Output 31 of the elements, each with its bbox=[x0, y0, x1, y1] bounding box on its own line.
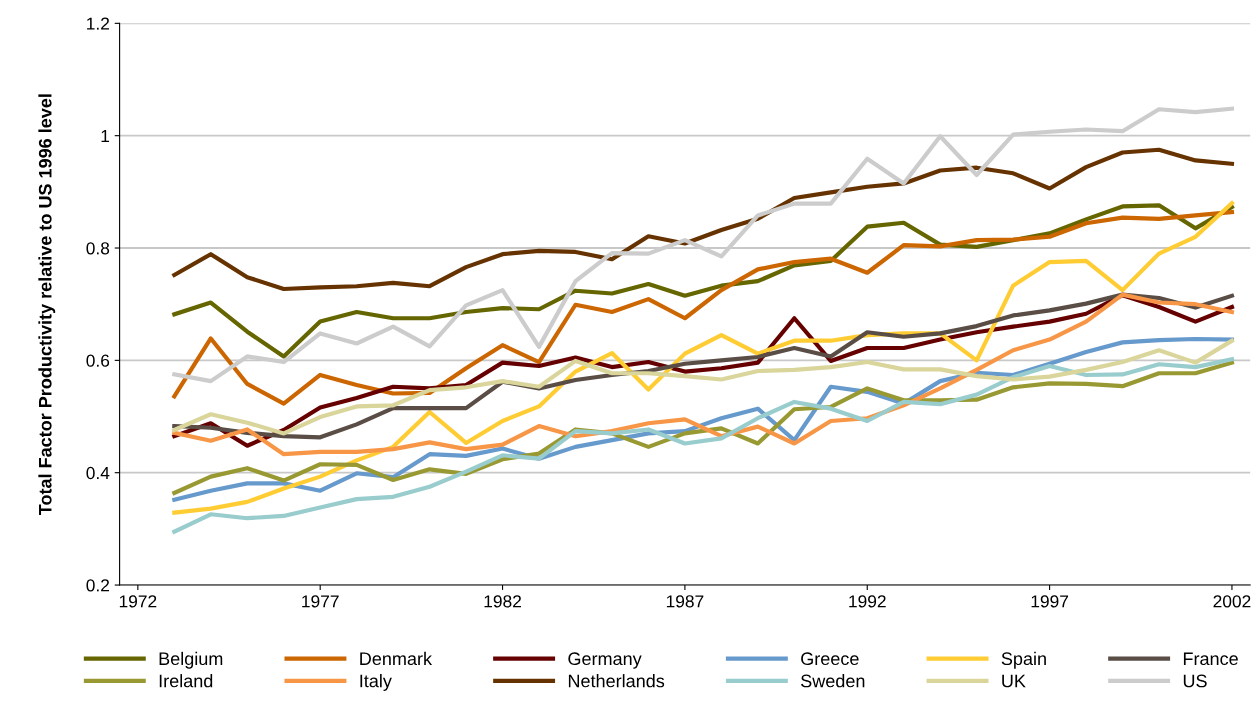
x-tick-label: 1972 bbox=[119, 595, 157, 608]
legend-label: Denmark bbox=[360, 651, 433, 666]
legend-label: US bbox=[1183, 674, 1207, 688]
line-series bbox=[172, 209, 1235, 406]
line-series bbox=[172, 147, 1235, 292]
legend-label: Greece bbox=[801, 652, 859, 666]
legend-label: Ireland bbox=[159, 674, 213, 688]
x-tick-label: 2002 bbox=[1213, 595, 1251, 608]
legend-label: Belgium bbox=[159, 651, 223, 669]
y-tick-label: 0.8 bbox=[86, 242, 110, 255]
x-tick-label: 1997 bbox=[1031, 595, 1069, 608]
legend-label: Sweden bbox=[801, 674, 865, 688]
y-tick-label: 1 bbox=[101, 130, 110, 142]
y-tick-label: 0.2 bbox=[86, 579, 110, 592]
legend-label: UK bbox=[1002, 674, 1026, 688]
y-tick-label: 1.2 bbox=[87, 17, 110, 30]
legend-label: Germany bbox=[568, 652, 642, 669]
y-tick-label: 0.4 bbox=[86, 466, 110, 480]
y-axis-title: Total Factor Productivity relative to US 1996 level bbox=[38, 94, 56, 516]
line-series bbox=[172, 357, 1235, 534]
x-tick-label: 1992 bbox=[849, 595, 886, 608]
x-tick-label: 1977 bbox=[302, 595, 339, 608]
legend-label: Italy bbox=[360, 674, 392, 691]
legend-label: France bbox=[1183, 652, 1238, 666]
line-series bbox=[172, 200, 1235, 515]
x-tick-label: 1982 bbox=[484, 595, 521, 608]
x-tick-label: 1987 bbox=[666, 595, 704, 608]
y-tick-label: 0.6 bbox=[86, 354, 110, 367]
legend-label: Spain bbox=[1001, 651, 1046, 669]
legend-label: Netherlands bbox=[568, 674, 665, 688]
line-series bbox=[172, 338, 1235, 436]
